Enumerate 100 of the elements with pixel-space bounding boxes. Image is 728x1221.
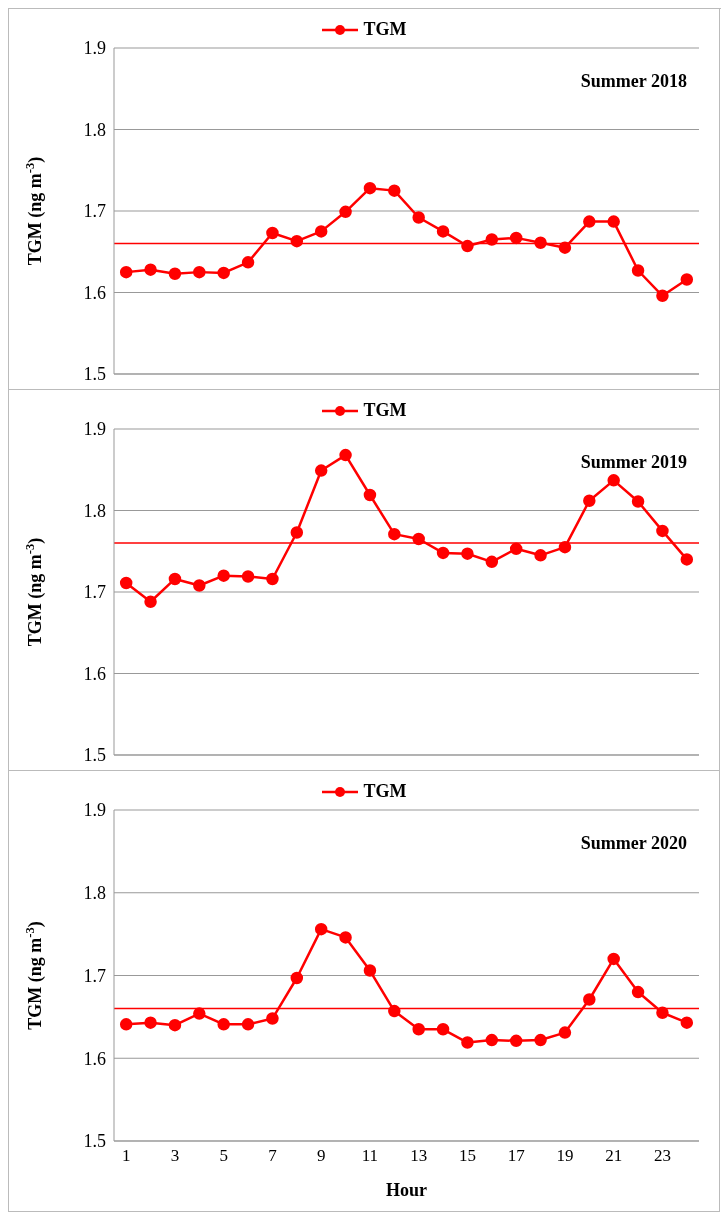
point (363, 964, 377, 977)
point (217, 266, 230, 280)
point (241, 1018, 255, 1031)
y-tick-label: 1.9 (83, 800, 106, 821)
point (631, 264, 645, 277)
point (558, 1026, 572, 1039)
point (631, 495, 645, 508)
point (412, 532, 425, 546)
x-tick-label: 11 (361, 1146, 379, 1166)
y-tick-label: 1.7 (83, 201, 106, 222)
y-tick-label: 1.9 (83, 419, 106, 440)
point (461, 1036, 474, 1049)
point (436, 546, 450, 560)
x-tick-label: 17 (507, 1146, 526, 1166)
point (290, 526, 304, 539)
x-tick-label: 21 (605, 1146, 623, 1166)
point (607, 952, 620, 966)
y-tick-label: 1.8 (83, 883, 106, 904)
point (339, 931, 352, 944)
x-tick-label: 5 (219, 1146, 228, 1166)
x-axis-title: Hour (385, 1180, 428, 1200)
point (461, 547, 474, 560)
y-tick-label: 1.7 (83, 965, 106, 986)
point (168, 1018, 182, 1032)
point (485, 1033, 499, 1047)
point (656, 524, 669, 538)
point (656, 289, 669, 303)
x-tick-label: 1 (121, 1146, 131, 1166)
point (168, 572, 182, 586)
point (119, 576, 133, 590)
y-tick-label: 1.5 (83, 745, 106, 766)
point (144, 1016, 157, 1029)
point (144, 595, 157, 609)
point (607, 215, 620, 228)
y-tick-label: 1.8 (83, 500, 106, 521)
y-tick-label: 1.6 (83, 1048, 106, 1069)
point (583, 993, 596, 1006)
point (680, 1016, 694, 1029)
point (314, 464, 328, 477)
point (119, 265, 133, 279)
y-tick-label: 1.6 (83, 663, 106, 684)
annotation: Summer 2018 (580, 71, 687, 92)
point (363, 181, 377, 195)
point (558, 540, 572, 554)
point (217, 569, 230, 582)
point (314, 922, 328, 936)
point (290, 234, 304, 248)
point (193, 579, 206, 592)
point (412, 211, 425, 224)
x-tick-label: 3 (170, 1146, 180, 1166)
annotation: Summer 2019 (580, 452, 687, 473)
point (558, 241, 572, 254)
point (144, 263, 157, 276)
point (241, 570, 255, 583)
y-tick-label: 1.5 (83, 1131, 106, 1152)
point (631, 985, 645, 999)
y-tick-label: 1.9 (83, 38, 106, 59)
point (193, 1007, 206, 1020)
point (339, 448, 352, 462)
x-tick-label: 9 (316, 1146, 326, 1166)
point (607, 474, 620, 487)
legend-label: TGM (363, 781, 407, 802)
y-tick-label: 1.7 (83, 582, 106, 603)
point (241, 256, 255, 269)
point (436, 225, 450, 238)
point (266, 572, 279, 586)
point (680, 273, 694, 286)
point (363, 488, 377, 502)
point (583, 494, 596, 507)
point (485, 555, 499, 569)
y-tick-label: 1.6 (83, 282, 106, 303)
point (388, 184, 401, 197)
point (388, 527, 401, 541)
point (266, 1012, 279, 1025)
x-tick-label: 7 (268, 1146, 278, 1166)
point (412, 1023, 425, 1036)
point (485, 233, 499, 246)
y-tick-label: 1.5 (83, 364, 106, 385)
point (168, 267, 182, 281)
x-tick-label: 13 (410, 1146, 428, 1166)
point (534, 236, 547, 250)
point (509, 1034, 523, 1048)
point (119, 1018, 133, 1031)
point (388, 1004, 401, 1018)
point (656, 1006, 669, 1019)
point (193, 265, 206, 279)
point (436, 1023, 450, 1036)
point (534, 549, 547, 562)
x-tick-label: 15 (458, 1146, 476, 1166)
point (314, 225, 328, 238)
legend-label: TGM (363, 400, 407, 421)
point (680, 553, 694, 566)
point (290, 971, 304, 985)
point (534, 1033, 547, 1047)
point (266, 226, 279, 240)
point (583, 215, 596, 228)
point (509, 231, 523, 245)
point (461, 239, 474, 253)
point (339, 205, 352, 219)
y-tick-label: 1.8 (83, 119, 106, 140)
